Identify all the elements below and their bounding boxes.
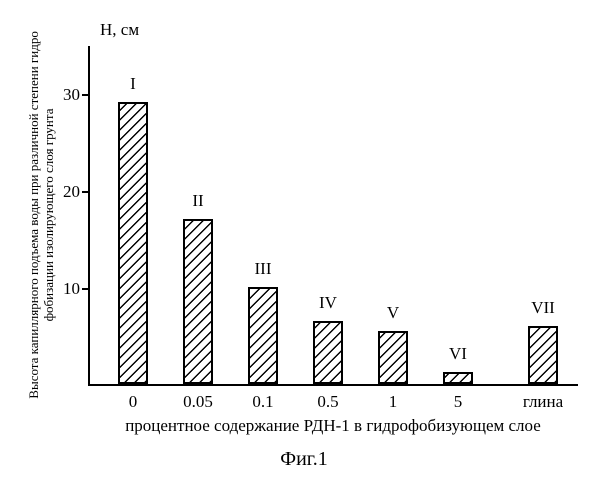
x-axis-title: процентное содержание РДН-1 в гидрофобиз…	[88, 416, 578, 436]
bar-roman-label: IV	[308, 293, 348, 313]
category-label: глина	[511, 392, 575, 412]
bar	[313, 321, 343, 384]
category-label: 0.05	[166, 392, 230, 412]
chart-figure: Высота капиллярного подъема воды при раз…	[0, 0, 608, 500]
bar	[248, 287, 278, 384]
bar-roman-label: VI	[438, 344, 478, 364]
y-tick-label: 10	[52, 279, 80, 299]
bar-roman-label: III	[243, 259, 283, 279]
bar	[183, 219, 213, 384]
y-axis-title: Высота капиллярного подъема воды при раз…	[27, 5, 57, 425]
figure-caption: Фиг.1	[0, 448, 608, 471]
y-axis-unit: H, см	[100, 20, 139, 40]
y-tick-label: 30	[52, 85, 80, 105]
x-axis-line	[88, 384, 578, 386]
y-tick	[82, 94, 88, 96]
bar	[528, 326, 558, 384]
bar-roman-label: II	[178, 191, 218, 211]
bar-roman-label: V	[373, 303, 413, 323]
category-label: 1	[361, 392, 425, 412]
category-label: 0	[101, 392, 165, 412]
bar	[443, 372, 473, 384]
category-label: 5	[426, 392, 490, 412]
y-tick	[82, 191, 88, 193]
y-tick-label: 20	[52, 182, 80, 202]
y-axis-line	[88, 46, 90, 386]
bar-roman-label: I	[113, 74, 153, 94]
category-label: 0.5	[296, 392, 360, 412]
category-label: 0.1	[231, 392, 295, 412]
bar	[118, 102, 148, 384]
bar-roman-label: VII	[523, 298, 563, 318]
plot-area: 10 20 30 I 0 II 0.05 III 0.1 IV 0.5 V 1 …	[88, 46, 578, 386]
y-tick	[82, 288, 88, 290]
bar	[378, 331, 408, 384]
